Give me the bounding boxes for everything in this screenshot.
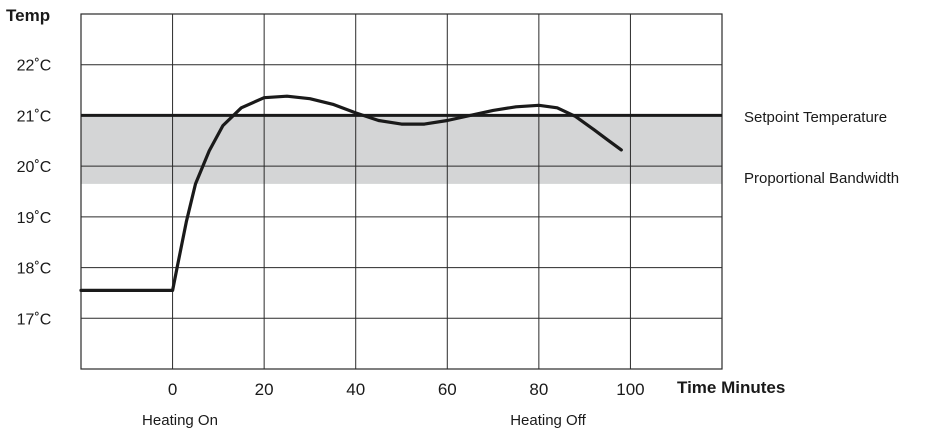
y-axis-title: Temp bbox=[6, 6, 50, 25]
x-tick-label: 40 bbox=[346, 380, 365, 399]
series-layer bbox=[79, 94, 623, 292]
y-tick-label: 22˚C bbox=[17, 58, 52, 75]
setpoint-label: Setpoint Temperature bbox=[744, 109, 887, 126]
x-tick-label: 0 bbox=[168, 380, 177, 399]
temperature-series-line bbox=[79, 94, 623, 292]
band-layer bbox=[81, 115, 722, 184]
grid-layer bbox=[80, 13, 723, 370]
axis-layer: 17˚C 18˚C 19˚C 20˚C 21˚C 22˚C 0 20 40 60 80 100 bbox=[17, 58, 645, 399]
y-tick-label: 18˚C bbox=[17, 261, 52, 278]
x-tick-label: 100 bbox=[616, 380, 644, 399]
annotation-heating-on: Heating On bbox=[142, 412, 218, 429]
band-label: Proportional Bandwidth bbox=[744, 170, 899, 187]
y-tick-label: 20˚C bbox=[17, 159, 52, 176]
plot-frame bbox=[80, 13, 723, 370]
x-tick-label: 60 bbox=[438, 380, 457, 399]
x-axis-title: Time Minutes bbox=[677, 378, 785, 397]
x-tick-label: 20 bbox=[255, 380, 274, 399]
proportional-band bbox=[81, 115, 722, 184]
y-tick-label: 17˚C bbox=[17, 311, 52, 328]
x-tick-label: 80 bbox=[529, 380, 548, 399]
y-tick-label: 19˚C bbox=[17, 210, 52, 227]
y-tick-label: 21˚C bbox=[17, 108, 52, 125]
annotation-heating-off: Heating Off bbox=[510, 412, 586, 429]
